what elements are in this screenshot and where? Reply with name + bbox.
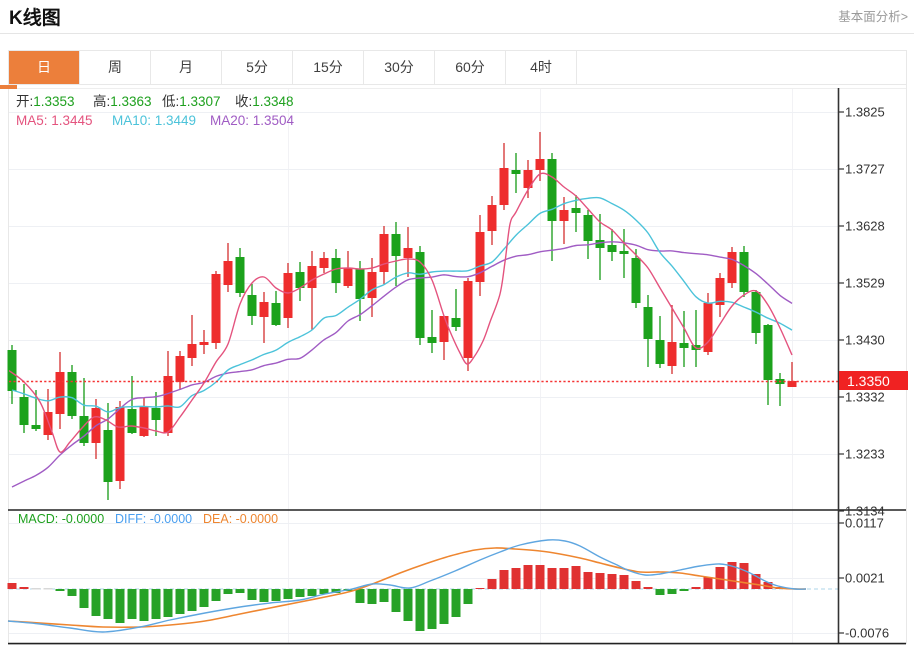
svg-text:1.3529: 1.3529 xyxy=(845,276,885,291)
svg-text:0.0117: 0.0117 xyxy=(845,516,884,531)
svg-text:1.3233: 1.3233 xyxy=(845,447,885,462)
svg-text:1.3727: 1.3727 xyxy=(845,162,885,177)
svg-text:1.3332: 1.3332 xyxy=(845,390,885,405)
svg-text:1.3825: 1.3825 xyxy=(845,105,885,120)
svg-text:0.0021: 0.0021 xyxy=(845,571,885,586)
svg-text:1.3350: 1.3350 xyxy=(847,373,890,389)
svg-text:1.3430: 1.3430 xyxy=(845,333,885,348)
svg-text:-0.0076: -0.0076 xyxy=(845,626,889,641)
svg-text:1.3134: 1.3134 xyxy=(845,504,885,519)
svg-text:1.3628: 1.3628 xyxy=(845,219,885,234)
